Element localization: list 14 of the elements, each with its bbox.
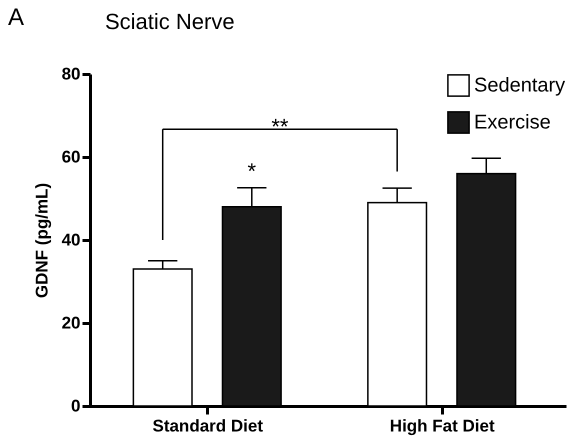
legend-label: Exercise — [474, 112, 551, 134]
annotation: ** — [271, 114, 289, 140]
x-tick-label: High Fat Diet — [390, 416, 495, 436]
y-tick-label: 80 — [62, 64, 80, 84]
y-tick-label: 60 — [62, 148, 80, 166]
annotation: * — [248, 158, 257, 184]
x-tick-label: Standard Diet — [152, 416, 264, 436]
chart-title: Sciatic Nerve — [105, 9, 235, 34]
legend-label: Sedentary — [474, 74, 566, 96]
y-axis-title: GDNF (pg/mL) — [32, 182, 52, 298]
y-tick-label: 40 — [62, 230, 80, 250]
text: A — [8, 4, 24, 31]
y-tick-label: 20 — [62, 314, 80, 332]
y-tick-label: 0 — [71, 396, 80, 416]
